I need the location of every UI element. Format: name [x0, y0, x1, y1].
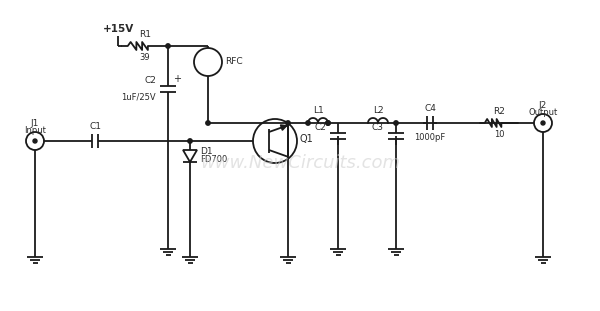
Text: RFC: RFC: [225, 58, 242, 67]
Text: C4: C4: [424, 104, 436, 113]
Text: 10: 10: [494, 130, 504, 139]
Text: www.NewCircuits.com: www.NewCircuits.com: [200, 154, 400, 172]
Text: R2: R2: [493, 107, 505, 116]
Text: J2: J2: [539, 101, 547, 110]
Text: Input: Input: [24, 126, 46, 135]
Text: C2: C2: [144, 76, 156, 85]
Circle shape: [33, 139, 37, 143]
Text: C1: C1: [89, 122, 101, 131]
Circle shape: [286, 121, 290, 125]
Circle shape: [326, 121, 330, 125]
Text: Output: Output: [529, 108, 557, 117]
Text: C3: C3: [372, 123, 384, 132]
Circle shape: [206, 121, 210, 125]
Text: FD700: FD700: [200, 156, 227, 165]
Text: Q1: Q1: [299, 134, 313, 144]
Text: 1000pF: 1000pF: [415, 133, 446, 142]
Text: D1: D1: [200, 147, 212, 156]
Text: L2: L2: [373, 106, 383, 115]
Circle shape: [188, 139, 192, 143]
Text: L1: L1: [313, 106, 323, 115]
Text: 39: 39: [140, 53, 151, 62]
Text: C2: C2: [314, 123, 326, 132]
Circle shape: [306, 121, 310, 125]
Circle shape: [166, 44, 170, 48]
Text: 1uF/25V: 1uF/25V: [121, 93, 156, 102]
Text: R1: R1: [139, 30, 151, 39]
Circle shape: [326, 121, 330, 125]
Text: +15V: +15V: [103, 24, 134, 34]
Circle shape: [394, 121, 398, 125]
Text: J1: J1: [31, 119, 39, 128]
Circle shape: [541, 121, 545, 125]
Text: +: +: [173, 74, 181, 84]
